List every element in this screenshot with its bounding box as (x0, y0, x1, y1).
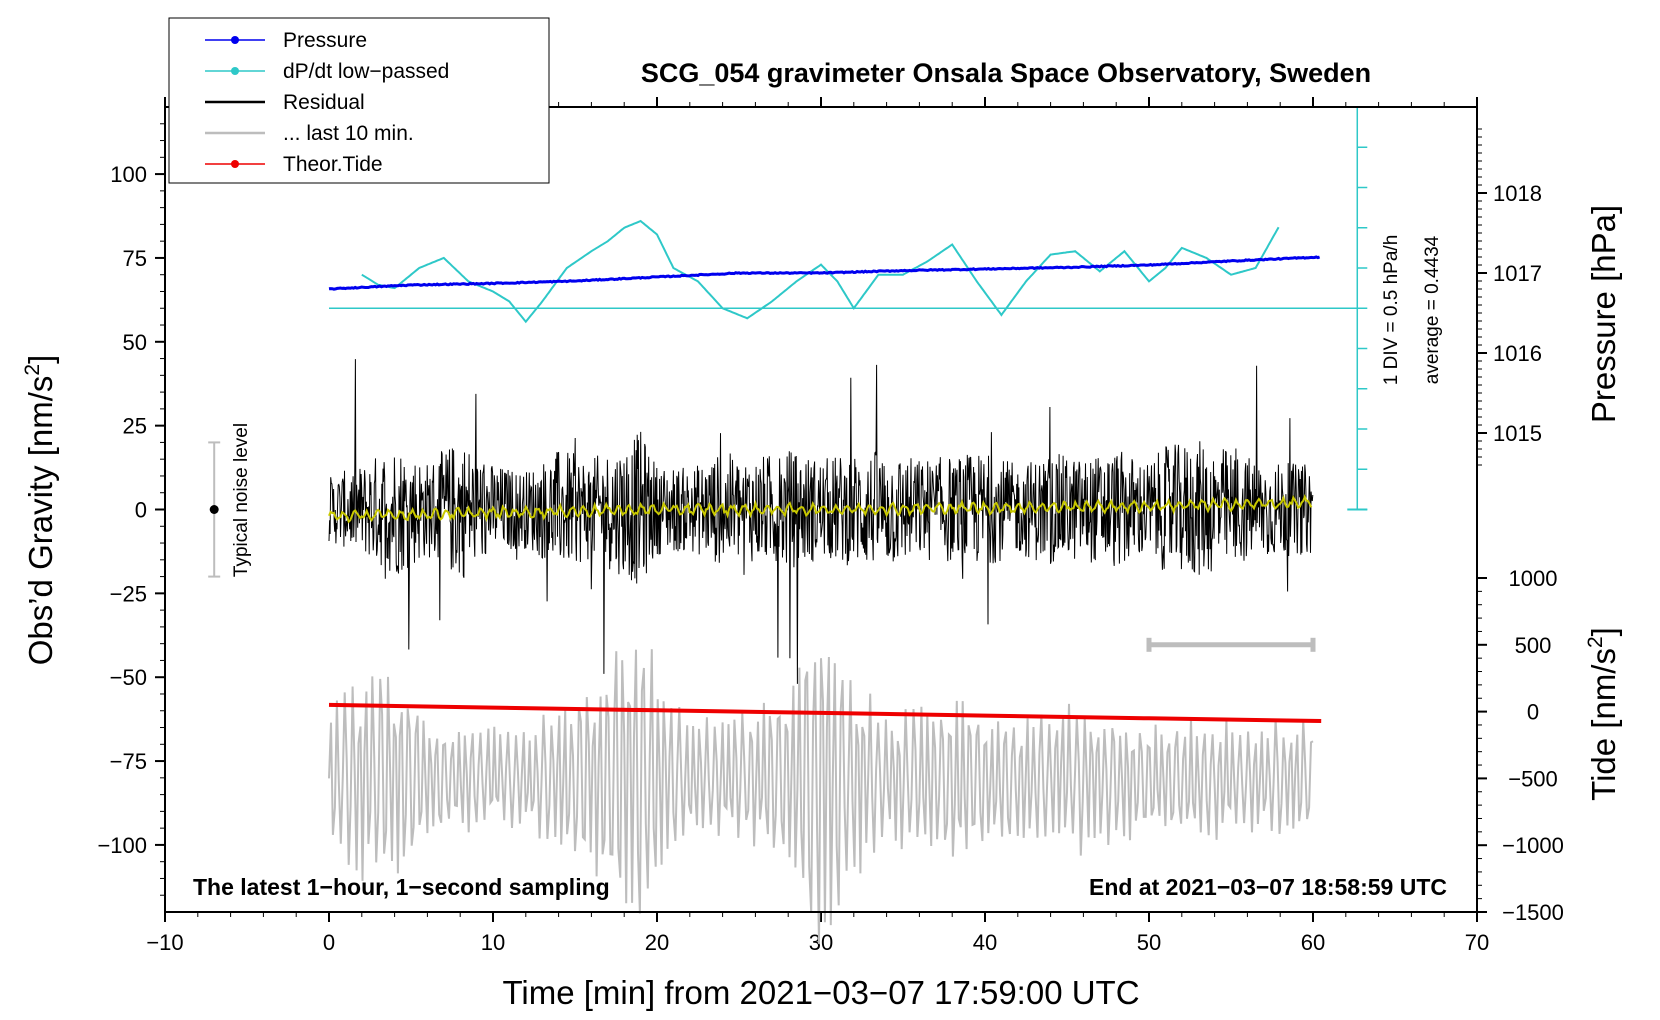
x-tick-label: 20 (645, 930, 669, 955)
pressure-tick-label: 1017 (1493, 261, 1542, 286)
x-axis-title: Time [min] from 2021−03−07 17:59:00 UTC (502, 974, 1139, 1011)
dpdt-scale-note: 1 DIV = 0.5 hPa/h (1381, 235, 1402, 386)
tide-tick-label: −1500 (1502, 900, 1564, 925)
axis-ticks: −10 0 10 20 30 40 50 60 701007550250−25−50−75−10… (97, 97, 1564, 955)
bottom-right-note: End at 2021−03−07 18:58:59 UTC (1089, 874, 1447, 900)
y-axis-title-tide: Tide [nm/s2] (1584, 627, 1622, 801)
x-tick-label: 10 (481, 930, 505, 955)
y-tick-label: −50 (110, 665, 147, 690)
x-tick-label: 40 (973, 930, 997, 955)
tide-tick-label: −1000 (1502, 833, 1564, 858)
y-axis-title-gravity-sup: 2 (21, 364, 44, 376)
legend-label: Pressure (283, 29, 367, 52)
y-tick-label: 25 (123, 414, 147, 439)
dpdt-average-note: average = 0.4434 (1422, 235, 1443, 384)
x-tick-label: 0 (323, 930, 335, 955)
theoretical-tide-trace (328, 702, 1322, 723)
tide-tick-label: −500 (1508, 766, 1558, 791)
legend-entry: Theor.Tide (205, 153, 383, 176)
y-tick-label: −25 (110, 581, 147, 606)
noise-level-label: Typical noise level (231, 423, 252, 577)
y-axis-title-tide-end: ] (1585, 627, 1622, 636)
legend-label: dP/dt low−passed (283, 60, 449, 83)
pressure-tick-label: 1015 (1493, 421, 1542, 446)
legend-entry: Pressure (205, 29, 367, 52)
y-tick-label: 75 (123, 246, 147, 271)
pressure-trace (328, 255, 1321, 291)
y-axis-title-gravity: Obs’d Gravity [nm/s2] (21, 355, 59, 666)
tide-tick-label: 1000 (1509, 566, 1558, 591)
y-axis-title-pressure: Pressure [hPa] (1585, 205, 1622, 423)
noise-level-center-dot (209, 505, 219, 514)
x-tick-label: 70 (1465, 930, 1489, 955)
y-tick-label: −75 (110, 749, 147, 774)
legend-entry: Residual (205, 91, 365, 114)
legend-swatch-marker (231, 36, 239, 44)
y-tick-label: 100 (110, 162, 147, 187)
y-tick-label: 0 (135, 498, 147, 523)
y-axis-title-gravity-main: Obs’d Gravity [nm/s (22, 376, 59, 666)
tide-tick-label: 0 (1527, 700, 1539, 725)
legend-entry: dP/dt low−passed (205, 60, 449, 83)
residual-lowpass-trace (328, 493, 1313, 524)
legend-label: Theor.Tide (283, 153, 383, 176)
legend-swatch-marker (231, 67, 239, 75)
dpdt-trace (361, 219, 1280, 324)
data-series (208, 219, 1358, 944)
last-10-min-trace (328, 649, 1314, 944)
y-tick-label: −100 (97, 833, 147, 858)
tide-tick-label: 500 (1515, 633, 1552, 658)
legend-label: Residual (283, 91, 365, 114)
y-tick-label: 50 (123, 330, 147, 355)
legend-box (168, 17, 550, 184)
legend-swatch-marker (231, 160, 239, 168)
plot-frame (164, 106, 1478, 913)
x-tick-label: −10 (146, 930, 183, 955)
chart-title: SCG_054 gravimeter Onsala Space Observat… (641, 58, 1371, 88)
bottom-left-note: The latest 1−hour, 1−second sampling (193, 874, 610, 900)
legend-entry: ... last 10 min. (205, 122, 414, 145)
x-tick-label: 60 (1301, 930, 1325, 955)
pressure-tick-label: 1016 (1493, 341, 1542, 366)
legend: Pressure dP/dt low−passed Residual ... last… (168, 17, 550, 184)
pressure-tick-label: 1018 (1493, 181, 1542, 206)
legend-label: ... last 10 min. (283, 122, 414, 145)
x-tick-label: 50 (1137, 930, 1161, 955)
y-axis-title-tide-sup: 2 (1584, 636, 1607, 648)
y-axis-title-gravity-end: ] (22, 355, 59, 364)
y-axis-title-tide-main: Tide [nm/s (1585, 648, 1622, 801)
x-tick-label: 30 (809, 930, 833, 955)
